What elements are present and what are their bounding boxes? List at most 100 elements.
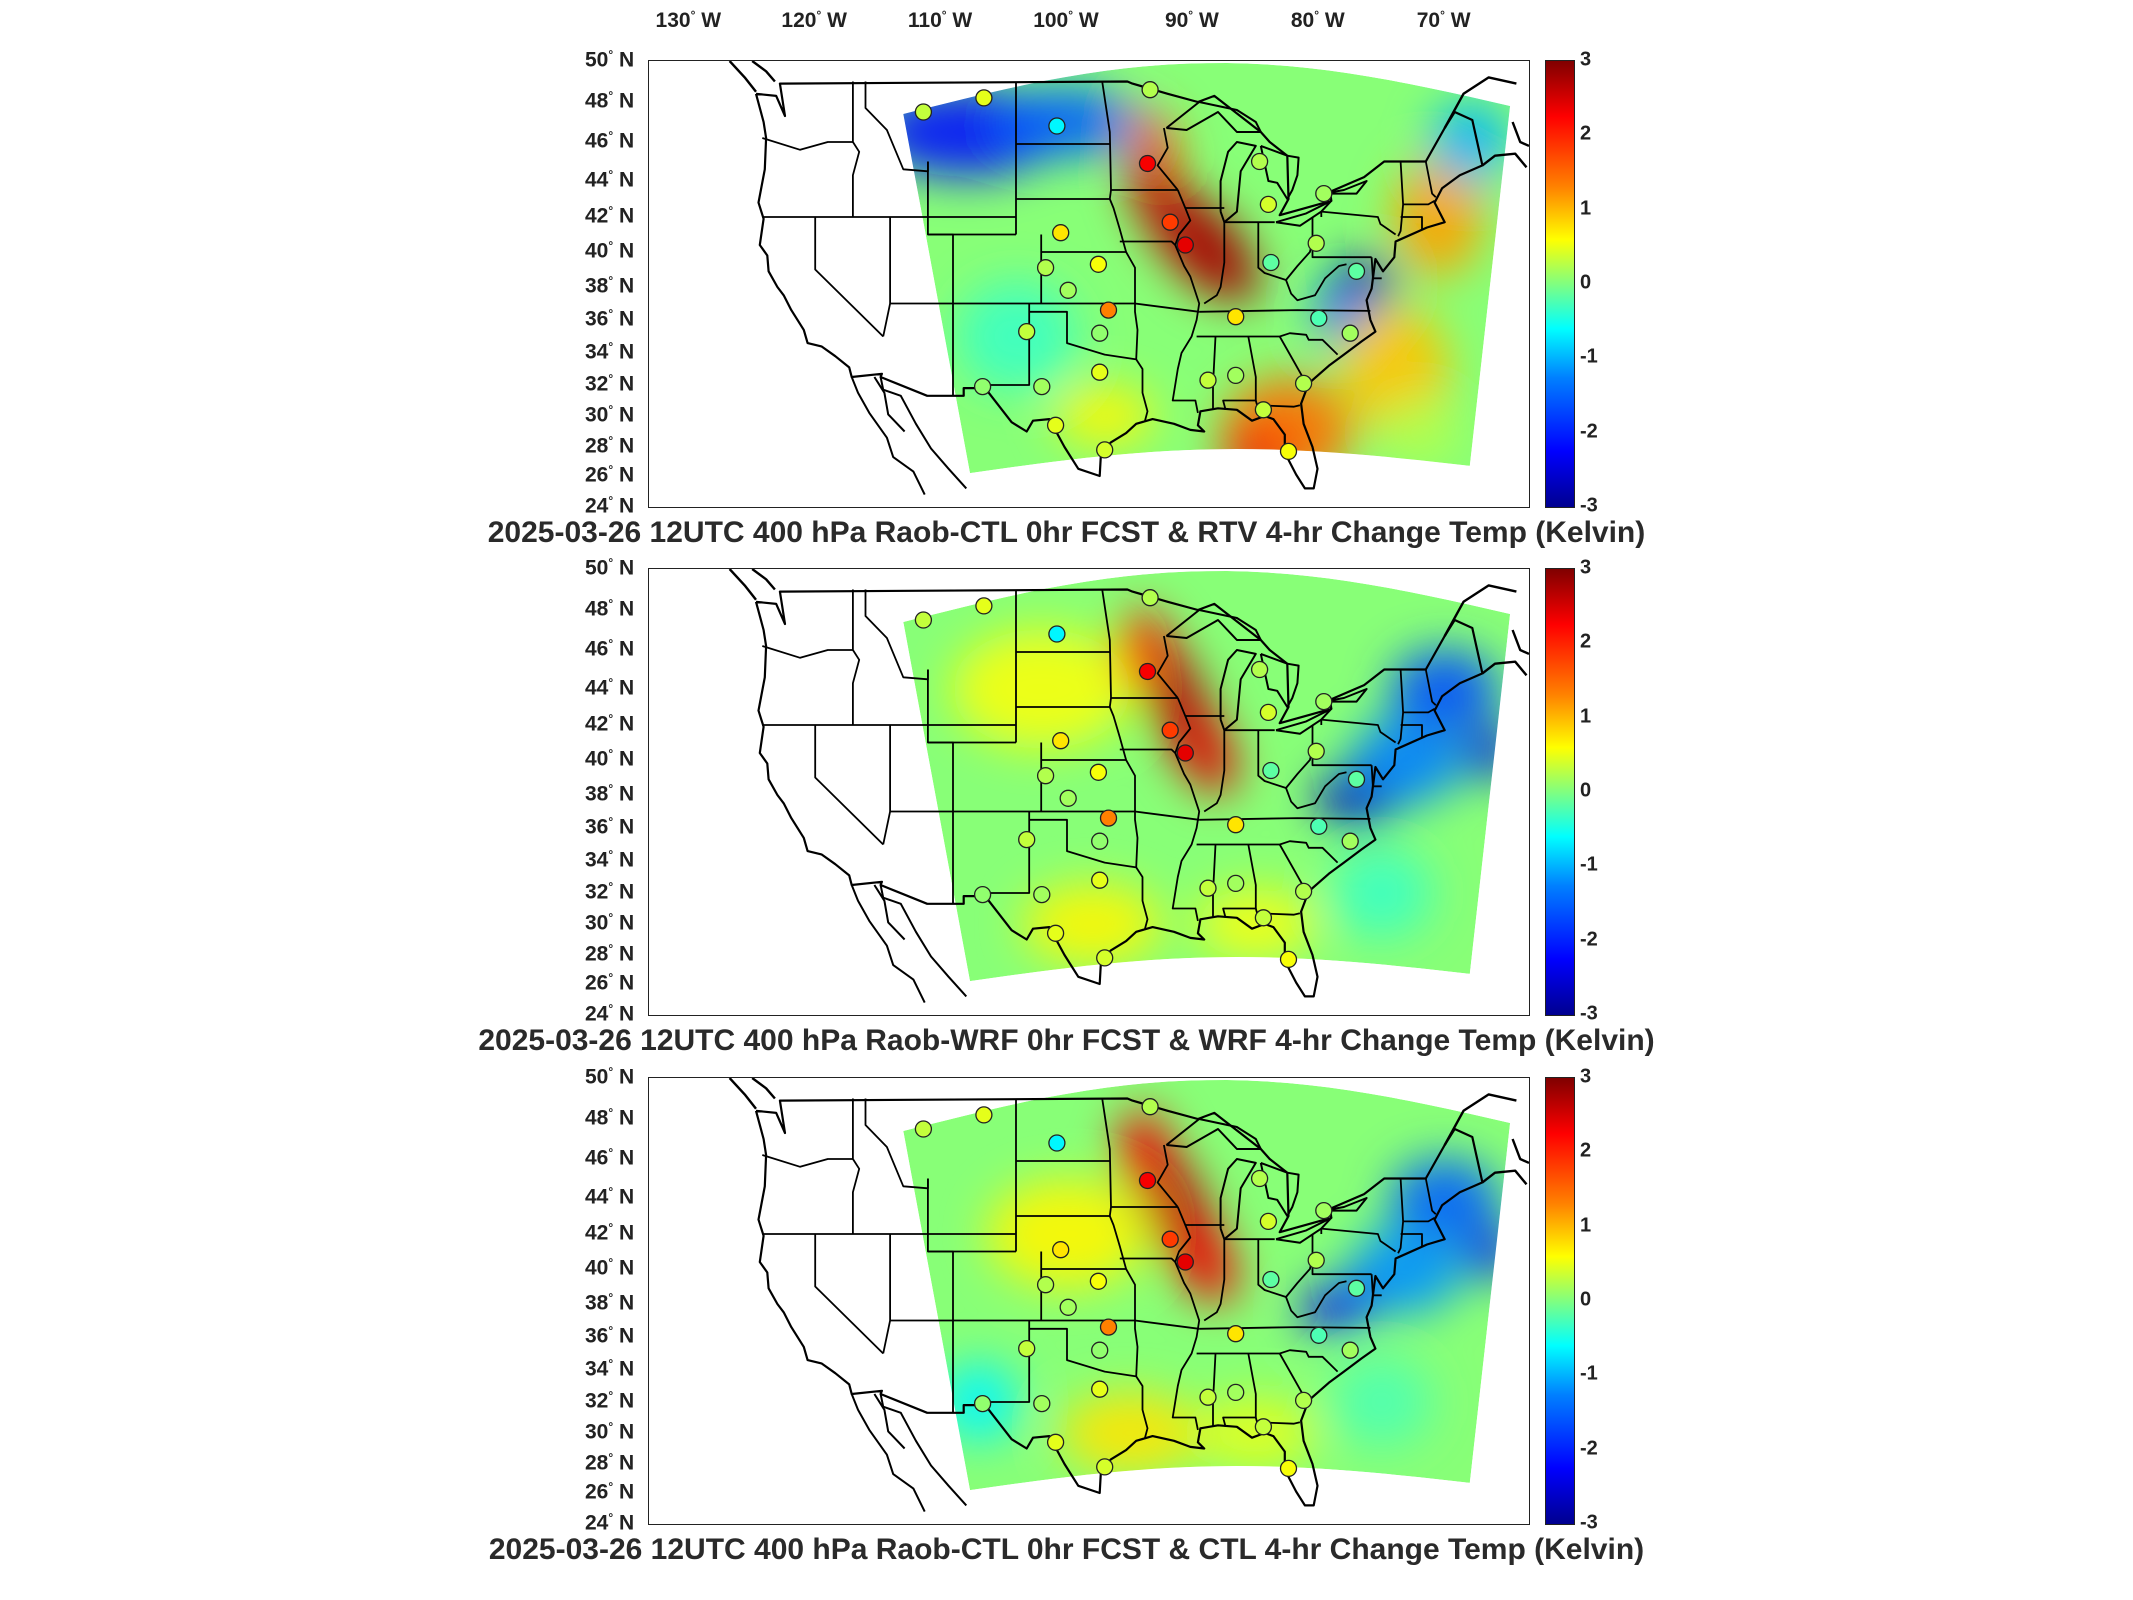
raob-station-marker: [1341, 832, 1359, 850]
raob-station-marker: [1161, 213, 1179, 231]
latitude-tick-label: 36° N: [585, 814, 635, 839]
raob-station-marker: [1018, 830, 1036, 849]
raob-station-marker: [1176, 744, 1194, 762]
latitude-tick-label: 40° N: [585, 238, 635, 263]
longitude-tick-label: 70° W: [1416, 8, 1471, 32]
latitude-tick-label: 44° N: [585, 167, 635, 192]
colorbar-tick-label: -3: [1580, 1511, 1598, 1534]
raob-station-marker: [1018, 1339, 1036, 1358]
raob-station-layer: [914, 589, 1366, 969]
raob-station-marker: [1341, 1341, 1359, 1359]
colorbar: [1545, 60, 1575, 508]
raob-station-marker: [1279, 1459, 1298, 1478]
latitude-tick-label: 46° N: [585, 636, 635, 661]
longitude-tick-label: 130° W: [655, 8, 722, 32]
latitude-tick-label: 38° N: [585, 273, 635, 298]
latitude-tick-label: 46° N: [585, 1145, 635, 1170]
latitude-tick-label: 50° N: [585, 555, 635, 580]
raob-station-marker: [1091, 871, 1109, 889]
political-boundaries: [728, 61, 1529, 496]
raob-station-marker: [1347, 262, 1366, 280]
raob-station-marker: [1250, 660, 1269, 679]
latitude-tick-label: 42° N: [585, 711, 635, 736]
raob-station-marker: [1199, 1388, 1217, 1406]
latitude-tick-label: 30° N: [585, 1419, 635, 1444]
raob-station-marker: [973, 1394, 992, 1413]
colorbar-tick-label: 0: [1580, 1288, 1592, 1311]
raob-station-marker: [1052, 224, 1070, 242]
latitude-tick-label: 34° N: [585, 339, 635, 364]
raob-station-marker: [1048, 117, 1066, 135]
colorbar-tick-label: 1: [1580, 197, 1592, 220]
raob-station-marker: [975, 1106, 993, 1124]
raob-station-marker: [1341, 324, 1359, 342]
raob-station-marker: [1199, 371, 1217, 389]
raob-station-marker: [1036, 259, 1055, 277]
colorbar-tick-label: -1: [1580, 853, 1598, 876]
raob-station-marker: [1141, 589, 1159, 607]
raob-station-marker: [1096, 949, 1114, 967]
raob-station-marker: [1250, 152, 1269, 171]
map-panel-1: 50° N 48° N 46° N 44° N 42° N 40° N 38° N 36° N…: [0, 48, 2133, 570]
raob-station-layer: [914, 81, 1366, 461]
latitude-tick-label: 32° N: [585, 371, 635, 396]
longitude-tick-label: 80° W: [1290, 8, 1345, 32]
latitude-tick-label: 30° N: [585, 910, 635, 935]
latitude-tick-label: 24° N: [585, 493, 635, 518]
latitude-tick-label: 40° N: [585, 746, 635, 771]
raob-station-marker: [1059, 281, 1077, 299]
raob-station-marker: [1036, 767, 1055, 785]
latitude-tick-label: 32° N: [585, 879, 635, 904]
temperature-change-field: [903, 1080, 1511, 1491]
raob-station-marker: [975, 597, 993, 615]
latitude-tick-label: 38° N: [585, 781, 635, 806]
raob-station-marker: [1099, 1318, 1118, 1336]
panel-title: 2025-03-26 12UTC 400 hPa Raob-WRF 0hr FC…: [478, 1024, 1655, 1057]
raob-station-marker: [1315, 692, 1333, 711]
latitude-tick-label: 32° N: [585, 1388, 635, 1413]
raob-station-marker: [1048, 1134, 1066, 1152]
latitude-tick-label: 38° N: [585, 1290, 635, 1315]
raob-station-marker: [1279, 950, 1298, 969]
raob-station-marker: [1294, 1391, 1313, 1410]
longitude-tick-label: 110° W: [907, 8, 973, 32]
raob-station-marker: [1052, 1241, 1070, 1259]
map-panel-3: 50° N 48° N 46° N 44° N 42° N 40° N 38° N 36° N…: [0, 1065, 2133, 1587]
raob-station-marker: [1307, 1251, 1325, 1269]
raob-station-marker: [1259, 703, 1278, 722]
raob-station-marker: [1279, 442, 1298, 461]
raob-station-marker: [1091, 363, 1109, 381]
colorbar-tick-label: -3: [1580, 1002, 1598, 1025]
raob-station-marker: [1227, 1383, 1245, 1402]
raob-station-marker: [1046, 1433, 1065, 1451]
raob-station-marker: [1036, 1276, 1055, 1294]
raob-station-marker: [1227, 874, 1245, 893]
colorbar-tick-label: -2: [1580, 1437, 1598, 1460]
latitude-tick-label: 42° N: [585, 203, 635, 228]
raob-station-marker: [1227, 1325, 1245, 1343]
colorbar-tick-label: -2: [1580, 420, 1598, 443]
raob-station-marker: [1347, 770, 1366, 788]
raob-station-marker: [1307, 234, 1325, 252]
raob-station-marker: [1091, 1341, 1109, 1359]
raob-station-marker: [1176, 236, 1194, 254]
latitude-tick-label: 26° N: [585, 970, 635, 995]
map-plot-area: [648, 1077, 1530, 1525]
raob-station-marker: [1059, 789, 1077, 807]
latitude-tick-label: 44° N: [585, 675, 635, 700]
raob-station-marker: [914, 1120, 933, 1138]
latitude-tick-label: 28° N: [585, 433, 635, 458]
colorbar-tick-label: -3: [1580, 494, 1598, 517]
colorbar-tick-label: 1: [1580, 705, 1592, 728]
raob-station-marker: [1262, 1270, 1280, 1289]
map-plot-area: [648, 60, 1530, 508]
raob-station-marker: [1138, 154, 1157, 173]
raob-station-marker: [973, 377, 992, 396]
raob-station-marker: [1254, 1418, 1273, 1436]
map-plot-area: [648, 568, 1530, 1016]
raob-station-marker: [973, 885, 992, 904]
raob-station-marker: [1018, 322, 1036, 341]
latitude-tick-label: 50° N: [585, 1064, 635, 1089]
raob-station-marker: [1161, 721, 1179, 739]
raob-station-marker: [1315, 1201, 1333, 1220]
